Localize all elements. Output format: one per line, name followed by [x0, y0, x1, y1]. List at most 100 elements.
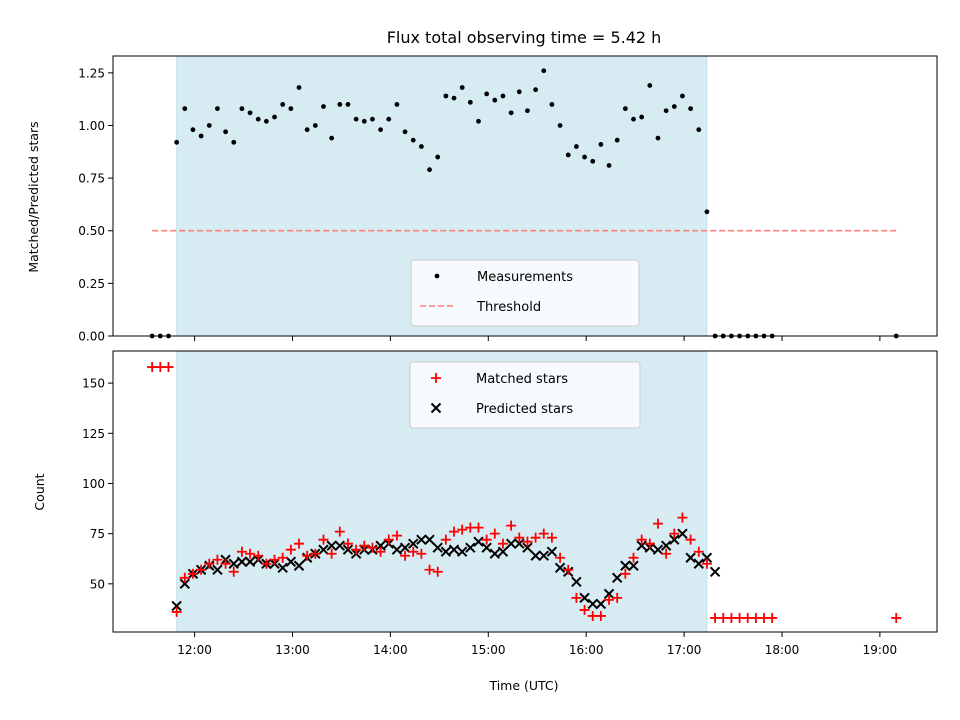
x-axis-label: Time (UTC) [488, 678, 558, 693]
predicted-point [530, 550, 541, 561]
predicted-point [677, 528, 688, 539]
predicted-point [579, 592, 590, 604]
predicted-point [628, 560, 639, 571]
matched-point [220, 558, 231, 569]
matched-point [285, 544, 296, 555]
matched-point [604, 594, 615, 605]
predicted-point [595, 598, 607, 610]
matched-point [269, 554, 280, 565]
measurement-point [239, 106, 245, 112]
matched-point [367, 542, 378, 553]
bottom-axes-frame [112, 350, 938, 633]
measurement-point [516, 89, 522, 95]
predicted-point [611, 572, 623, 584]
matched-point [400, 550, 411, 561]
measurement-point [443, 93, 449, 99]
matched-point [457, 524, 468, 535]
top-panel: 0.00 0.25 0.50 0.75 1.00 1.25 Measurements Thre… [78, 55, 938, 344]
matched-point [620, 568, 631, 579]
measurement-point [508, 110, 514, 116]
measurement-point [565, 152, 571, 158]
matched-point [261, 558, 272, 569]
measurement-point [525, 108, 530, 114]
predicted-point [514, 538, 525, 549]
measurement-point [500, 93, 506, 99]
matched-point [416, 548, 427, 559]
top-ytick-label: 1.25 [78, 66, 105, 80]
measurement-point [639, 114, 645, 120]
matched-point [555, 552, 566, 563]
predicted-point [391, 544, 403, 555]
bottom-legend-label: Matched stars [476, 372, 568, 387]
predicted-point [685, 552, 696, 563]
predicted-point [212, 564, 223, 575]
top-legend-label: Measurements [477, 270, 573, 285]
matched-point [701, 558, 712, 569]
measurement-point [590, 158, 596, 164]
predicted-point [171, 600, 182, 612]
matched-point [628, 552, 639, 563]
top-ytick-label: 0.75 [78, 172, 105, 186]
measurement-point [329, 135, 335, 141]
bottom-xtick-label: 13:00 [275, 643, 310, 657]
matched-point [530, 532, 541, 543]
predicted-point [709, 566, 721, 577]
bottom-ytick-label: 50 [90, 577, 105, 591]
matched-point [571, 592, 582, 603]
top-legend-marker [434, 273, 440, 279]
predicted-point [497, 546, 509, 557]
matched-point [563, 564, 574, 575]
predicted-point [334, 540, 346, 551]
measurement-point [206, 123, 212, 128]
matched-point [196, 564, 207, 575]
measurement-point [215, 106, 220, 112]
predicted-point [440, 546, 452, 557]
bottom-ytick-label: 150 [82, 377, 105, 391]
predicted-point [603, 588, 615, 600]
measurement-point [492, 97, 498, 103]
bottom-ytick-label: 100 [82, 477, 105, 491]
predicted-point [456, 546, 468, 557]
top-axes-frame [112, 55, 938, 337]
measurement-point [370, 116, 375, 122]
bottom-xtick-label: 17:00 [667, 643, 702, 657]
matched-point [685, 534, 696, 545]
matched-point [163, 362, 174, 373]
matched-point [473, 522, 484, 533]
predicted-point [669, 534, 680, 545]
matched-point [342, 538, 353, 549]
matched-point [661, 548, 672, 559]
bottom-legend-marker [431, 373, 441, 383]
measurement-point [255, 116, 261, 122]
measurement-point [402, 129, 408, 135]
measurement-point [280, 102, 286, 107]
predicted-point [473, 536, 484, 547]
bottom-xtick-label: 19:00 [863, 643, 898, 657]
measurement-point [386, 116, 392, 122]
measurement-point [361, 118, 367, 124]
predicted-point [318, 544, 329, 555]
measurement-point [304, 127, 310, 133]
matched-point [310, 548, 321, 559]
bottom-panel: 50 75 100 125 150 12:00 13:00 14:00 15:00 16:00 17… [82, 350, 938, 657]
measurement-point [582, 154, 587, 160]
matched-point [636, 534, 647, 545]
matched-point [228, 566, 239, 577]
matched-point [506, 520, 517, 531]
matched-point [236, 546, 247, 557]
chart-title: Flux total observing time = 5.42 h [387, 28, 662, 47]
measurement-point [263, 118, 269, 124]
top-legend-box [410, 259, 640, 327]
measurement-point [631, 116, 636, 122]
matched-point [277, 552, 288, 563]
matched-point [595, 610, 606, 621]
matched-point [612, 592, 623, 603]
measurement-point [345, 102, 351, 107]
bottom-ytick-label: 125 [82, 427, 105, 441]
matched-point [179, 572, 190, 583]
matched-point [424, 564, 435, 575]
predicted-point [481, 542, 492, 553]
predicted-point [546, 546, 558, 557]
predicted-point [448, 544, 460, 555]
predicted-point [505, 538, 517, 549]
